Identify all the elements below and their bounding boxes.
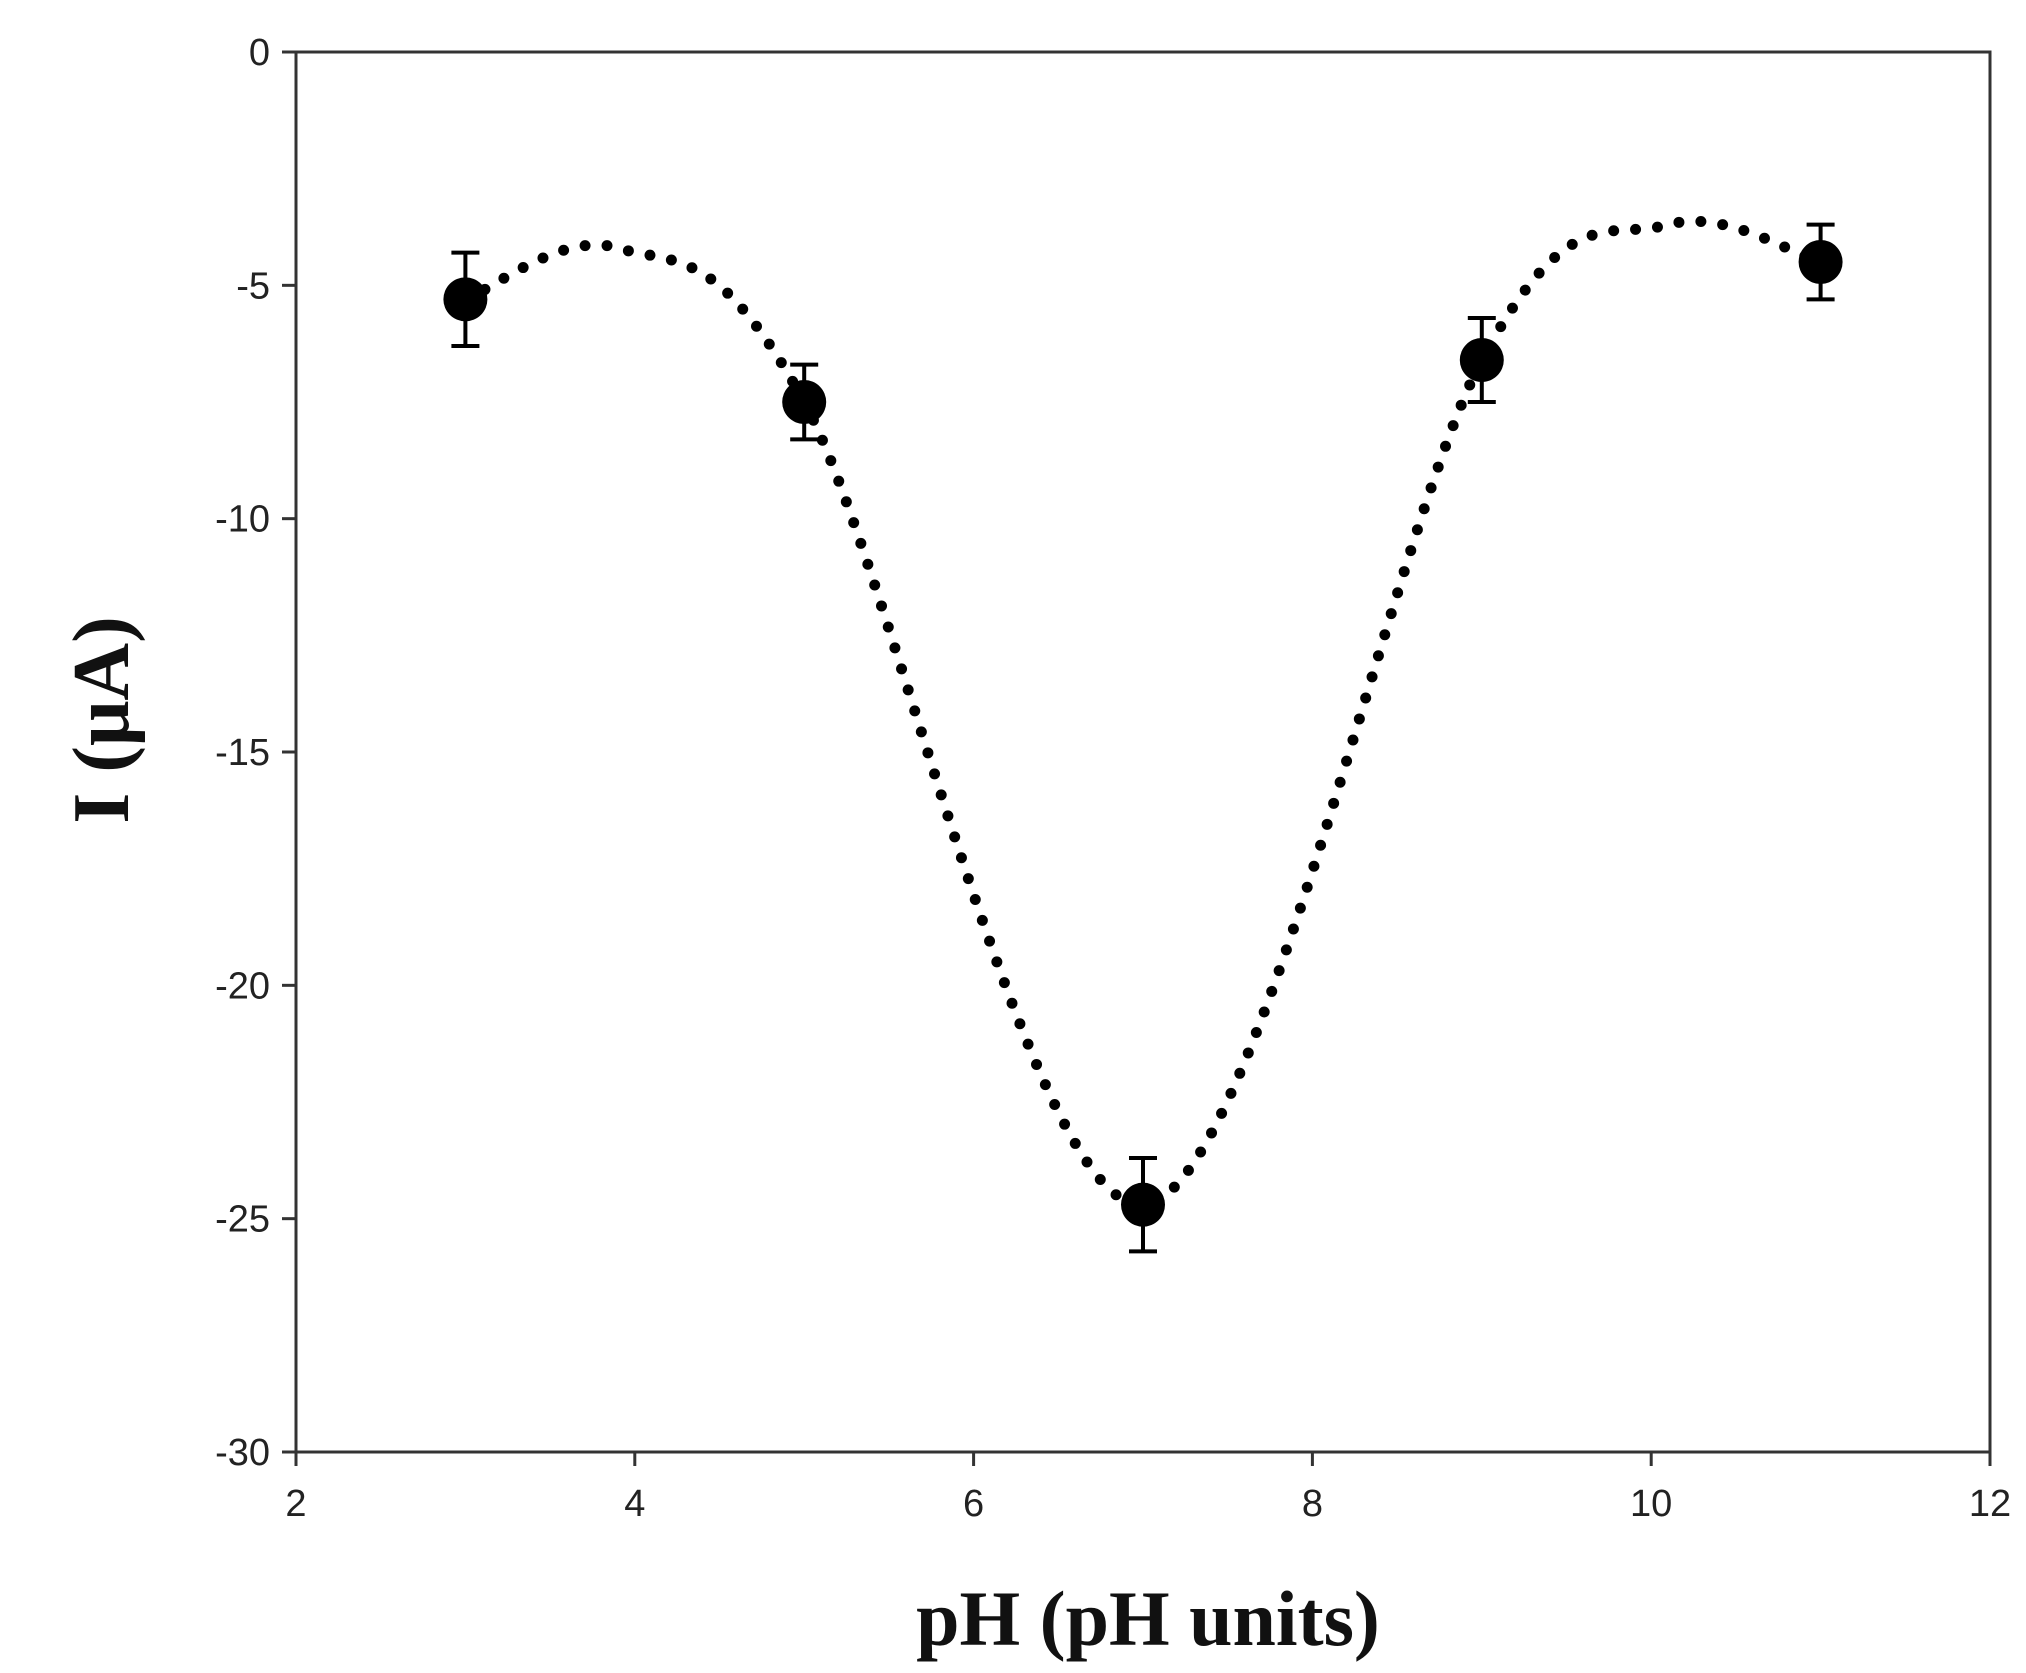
fit-curve [459,215,1827,1211]
data-points-layer [443,222,1843,1254]
fit-curve-layer [459,215,1827,1211]
x-tick-label: 6 [963,1483,984,1525]
x-tick-label: 12 [1969,1483,2011,1525]
x-tick-label: 4 [624,1483,645,1525]
x-tick-label: 8 [1302,1483,1323,1525]
data-point-group [1121,1156,1165,1254]
x-axis-title: pH (pH units) [916,1575,1380,1662]
y-tick-label: -20 [215,965,270,1007]
data-point [443,277,488,322]
axis-ticks: 2 4 6 8 10 12 0 -5 -10 -15 -20 -25 -30 [215,32,2011,1525]
data-point [782,380,827,424]
y-tick-label: 0 [249,32,270,74]
y-tick-label: -5 [236,265,270,307]
y-axis-title: I (μA) [58,616,146,824]
y-tick-label: -30 [215,1432,270,1474]
y-tick-label: -10 [215,499,270,541]
data-point [1459,338,1504,382]
y-tick-label: -25 [215,1199,270,1241]
data-point-group [1798,222,1843,302]
y-tick-label: -15 [215,732,270,774]
data-point-group [1459,316,1504,404]
data-point-group [782,362,827,442]
x-tick-label: 2 [285,1483,306,1525]
data-point [1798,240,1843,284]
x-tick-label: 10 [1630,1483,1672,1525]
data-point [1121,1182,1165,1227]
data-point-group [443,250,488,348]
